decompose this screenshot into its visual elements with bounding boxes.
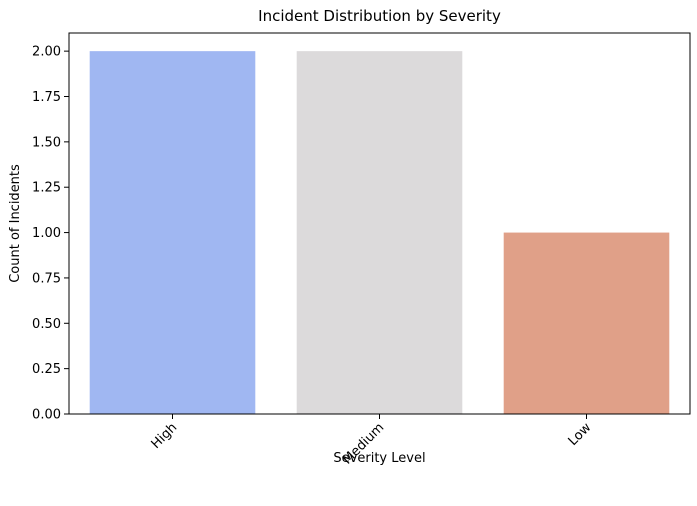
chart-title: Incident Distribution by Severity bbox=[258, 7, 501, 25]
bar-medium bbox=[296, 51, 463, 415]
bar-high bbox=[89, 51, 256, 415]
y-axis-label: Count of Incidents bbox=[8, 164, 23, 283]
y-tick-label: 1.50 bbox=[32, 135, 61, 150]
y-tick-label: 1.75 bbox=[32, 90, 61, 105]
bars-layer bbox=[89, 51, 670, 415]
y-tick-label: 0.00 bbox=[32, 408, 61, 423]
y-tick-label: 1.25 bbox=[32, 181, 61, 196]
y-tick-label: 0.25 bbox=[32, 362, 61, 377]
y-tick-label: 1.00 bbox=[32, 226, 61, 241]
y-tick-label: 2.00 bbox=[32, 45, 61, 60]
x-axis-label: Severity Level bbox=[333, 451, 425, 466]
y-tick-label: 0.50 bbox=[32, 317, 61, 332]
y-tick-label: 0.75 bbox=[32, 271, 61, 286]
bar-low bbox=[503, 232, 670, 414]
y-axis: 0.00 0.25 0.50 0.75 1.00 1.25 1.50 1.75 2.00 bbox=[32, 45, 69, 423]
